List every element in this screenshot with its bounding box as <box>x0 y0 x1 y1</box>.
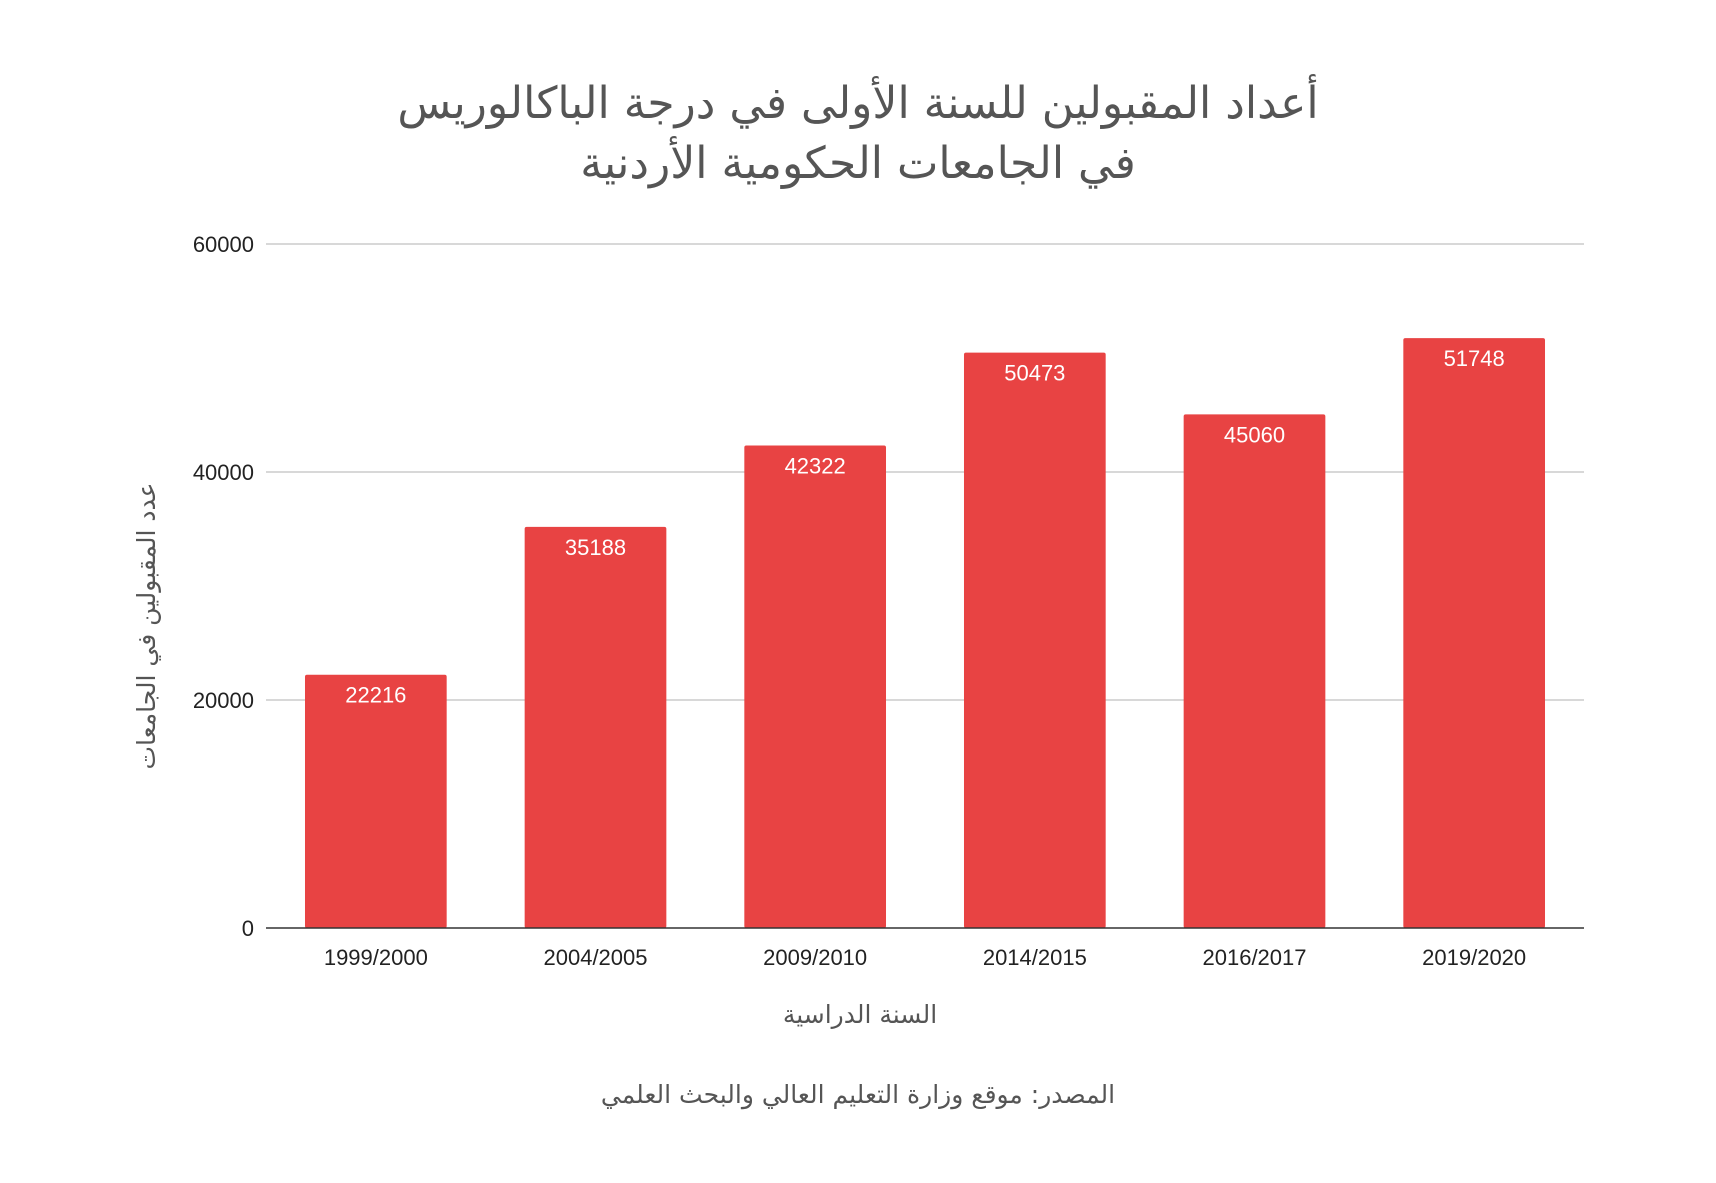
x-tick-label: 2014/2015 <box>983 945 1087 970</box>
y-tick-label: 0 <box>242 916 254 941</box>
x-tick-labels: 1999/2000 2004/2005 2009/2010 2014/2015 2016… <box>324 945 1526 970</box>
x-tick-label: 2019/2020 <box>1422 945 1526 970</box>
bar-2019-2020 <box>1403 338 1546 928</box>
y-tick-label: 40000 <box>193 460 254 485</box>
y-tick-label: 20000 <box>193 688 254 713</box>
bar-value-label: 51748 <box>1444 346 1505 371</box>
bars <box>304 338 1546 928</box>
bar-2014-2015 <box>963 352 1106 928</box>
gridlines <box>266 243 1584 701</box>
source-note: المصدر: موقع وزارة التعليم العالي والبحث… <box>600 1080 1116 1109</box>
bar-1999-2000 <box>304 674 447 928</box>
bar-2004-2005 <box>524 526 667 928</box>
bar-2009-2010 <box>744 445 887 928</box>
bar-2016-2017 <box>1183 414 1326 928</box>
bar-value-label: 35188 <box>565 535 626 560</box>
x-tick-label: 2004/2005 <box>544 945 648 970</box>
x-tick-label: 2009/2010 <box>763 945 867 970</box>
y-tick-labels: 0 20000 40000 60000 <box>193 232 254 941</box>
bar-value-label: 22216 <box>345 683 406 708</box>
bar-labels: 22216 35188 42322 50473 45060 51748 <box>345 346 1505 708</box>
chart-title-line-2: في الجامعات الحكومية الأردنية <box>580 138 1136 189</box>
x-tick-label: 2016/2017 <box>1203 945 1307 970</box>
chart-title-line-1: أعداد المقبولين للسنة الأولى في درجة الب… <box>397 78 1319 129</box>
y-tick-label: 60000 <box>193 232 254 257</box>
bar-value-label: 42322 <box>785 454 846 479</box>
y-axis-title: عدد المقبولين في الجامعات <box>132 482 161 769</box>
bar-value-label: 45060 <box>1224 422 1285 447</box>
bar-value-label: 50473 <box>1004 361 1065 386</box>
x-axis-title: السنة الدراسية <box>783 1000 937 1029</box>
x-tick-label: 1999/2000 <box>324 945 428 970</box>
